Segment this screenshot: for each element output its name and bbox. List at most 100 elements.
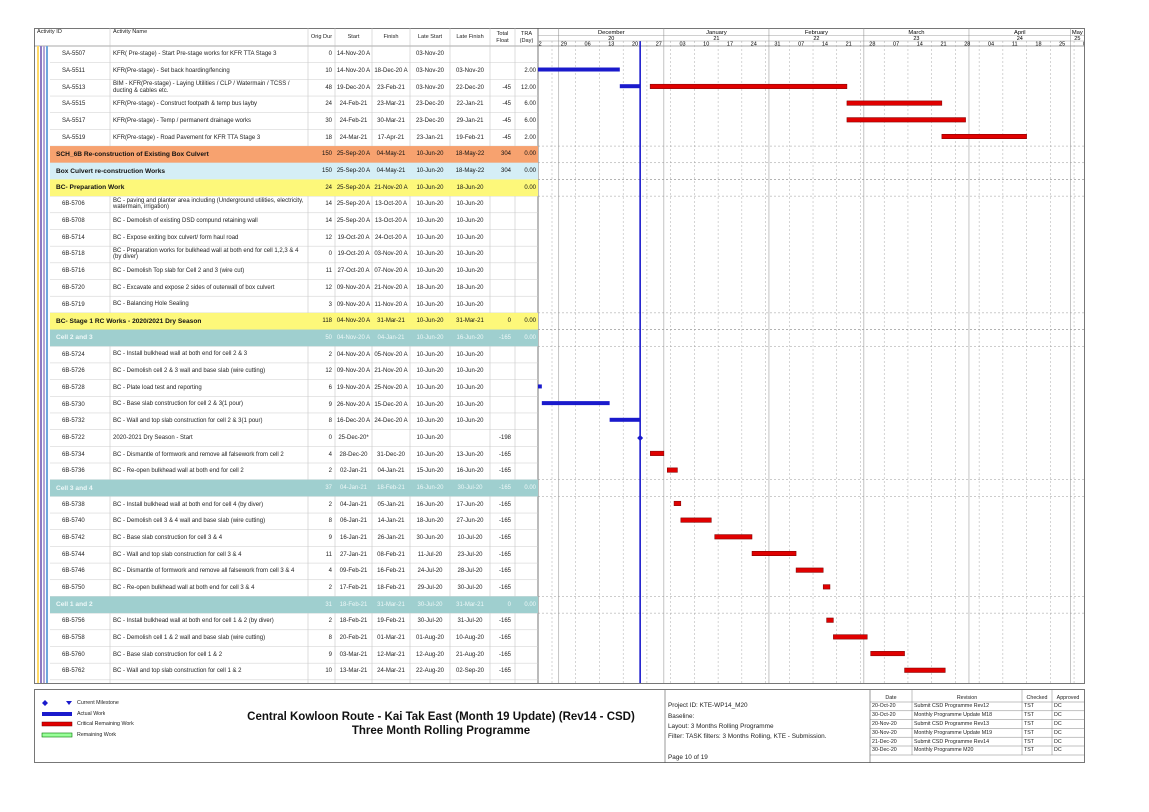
cell-finish: 18-Feb-21 — [377, 485, 405, 491]
group-title: BC- Stage 1 RC Works - 2020/2021 Dry Sea… — [56, 317, 202, 325]
cell-start: 09-Nov-20 A — [336, 368, 371, 375]
cell-id: 6B-5736 — [62, 468, 85, 475]
actual-bar — [619, 84, 641, 89]
week-label: 14 — [917, 42, 923, 48]
cell-dur: 9 — [328, 401, 332, 408]
week-label: 10 — [703, 42, 709, 48]
cell-late-start: 16-Jun-20 — [416, 501, 444, 508]
revision-header: Date — [885, 695, 897, 701]
cell-late-start: 10-Jun-20 — [416, 151, 444, 158]
cell-finish: 01-Mar-21 — [377, 635, 405, 642]
column-header: Activity ID — [37, 29, 62, 35]
cell-float: -165 — [498, 334, 511, 341]
cell-dur: 2 — [328, 468, 332, 475]
cell-dur: 2 — [328, 501, 332, 508]
critical-bar — [833, 634, 868, 640]
cell-name: 2020-2021 Dry Season - Start — [113, 434, 193, 441]
cell-start: 25-Sep-20 A — [336, 201, 371, 208]
cell-late-finish: 30-Jul-20 — [457, 585, 483, 592]
group-band — [50, 329, 538, 347]
cell-id: 6B-5718 — [62, 251, 85, 258]
week-label: 24 — [751, 42, 757, 48]
cell-dur: 12 — [325, 284, 332, 291]
cell-dur: 150 — [321, 151, 332, 158]
cell-late-start: 23-Dec-20 — [415, 118, 444, 125]
cell-late-finish: 10-Jun-20 — [456, 368, 484, 375]
cell-dur: 4 — [328, 568, 332, 575]
cell-name: BC - Dismantle of formwork and remove al… — [113, 451, 284, 458]
cell-finish: 23-Mar-21 — [377, 101, 405, 108]
revision-cell: 20-Oct-20 — [872, 703, 896, 710]
cell-name: BC - Re-open bulkhead wall at both end f… — [113, 584, 255, 591]
cell-id: 6B-5758 — [62, 635, 85, 642]
revision-header: Approved — [1056, 695, 1080, 701]
cell-finish: 25-Nov-20 A — [374, 384, 408, 391]
cell-start: 25-Sep-20 A — [336, 218, 371, 225]
cell-late-finish: 13-Jun-20 — [456, 451, 484, 458]
cell-dur: 12 — [325, 368, 332, 375]
month-label: May — [1072, 30, 1083, 36]
cell-start: 04-Jan-21 — [339, 501, 368, 508]
cell-dur: 8 — [328, 418, 332, 425]
legend-remaining-icon — [41, 732, 73, 738]
cell-float: -165 — [498, 618, 511, 625]
column-header: Orig Dur — [310, 34, 333, 41]
cell-start: 19-Oct-20 A — [337, 251, 370, 258]
cell-name: BC - Wall and top slab construction for … — [113, 551, 242, 558]
week-label: 21 — [846, 42, 852, 48]
cell-float: 0 — [507, 318, 511, 325]
critical-bar — [826, 617, 834, 623]
revision-cell: 30-Nov-20 — [872, 729, 897, 736]
critical-bar — [904, 667, 946, 673]
cell-late-finish: 02-Sep-20 — [455, 668, 485, 675]
group-title: Cell 2 and 3 — [56, 334, 93, 342]
cell-late-start: 10-Jun-20 — [416, 201, 444, 208]
cell-id: 6B-5742 — [62, 535, 85, 542]
cell-tra: 0.00 — [524, 318, 536, 325]
cell-late-finish: 30-Jul-20 — [457, 485, 483, 491]
cell-late-start: 10-Jun-20 — [416, 451, 444, 458]
group-band — [50, 479, 538, 497]
cell-float: -165 — [498, 451, 511, 458]
cell-late-start: 03-Nov-20 — [415, 68, 444, 74]
cell-late-start: 10-Jun-20 — [416, 418, 444, 425]
cell-start: 19-Nov-20 A — [336, 384, 371, 391]
revision-cell: Submit CSD Programme Rev12 — [914, 703, 990, 710]
cell-dur: 31 — [325, 601, 332, 608]
legend-label: Critical Remaining Work — [77, 721, 134, 727]
table-frame — [34, 28, 1085, 684]
cell-dur: 11 — [325, 551, 332, 558]
cell-finish: 17-Apr-21 — [377, 134, 405, 141]
cell-id: SA-5511 — [62, 68, 85, 74]
cell-finish: 24-Mar-21 — [377, 668, 405, 675]
doc-subtitle: Three Month Rolling Programme — [351, 725, 531, 737]
cell-late-finish: 16-Jun-20 — [456, 468, 484, 475]
cell-finish: 31-Dec-20 — [376, 451, 405, 458]
cell-name: BC - Dismantle of formwork and remove al… — [113, 568, 295, 575]
cell-dur: 48 — [325, 84, 332, 91]
cell-dur: 11 — [325, 268, 332, 275]
outline-strip — [46, 46, 48, 683]
cell-float: 0 — [507, 601, 511, 608]
cell-float: -165 — [498, 518, 511, 525]
cell-finish: 21-Nov-20 A — [374, 368, 408, 375]
month-label: February — [805, 30, 828, 36]
cell-start: 27-Jan-21 — [339, 551, 368, 558]
cell-start: 09-Nov-20 A — [336, 284, 371, 291]
cell-name: BC - Demolish cell 3 & 4 wall and base s… — [113, 518, 266, 525]
cell-dur: 30 — [325, 118, 332, 125]
cell-finish: 18-Feb-21 — [377, 585, 405, 592]
cell-dur: 2 — [328, 585, 332, 592]
cell-late-finish: 19-Feb-21 — [456, 134, 484, 141]
week-label: 31 — [774, 42, 780, 48]
week-label: 2 — [539, 42, 542, 48]
cell-float: 304 — [500, 168, 511, 175]
cell-id: 6B-5708 — [62, 218, 85, 225]
cell-name: BC - Re-open bulkhead wall at both end f… — [113, 468, 244, 475]
cell-dur: 4 — [328, 451, 332, 458]
outline-strip — [40, 46, 42, 683]
cell-finish: 11-Nov-20 A — [374, 301, 408, 308]
cell-name: KFR(Pre-stage) - Road Pavement for KFR T… — [113, 134, 261, 141]
cell-late-finish: 10-Jun-20 — [456, 268, 484, 275]
